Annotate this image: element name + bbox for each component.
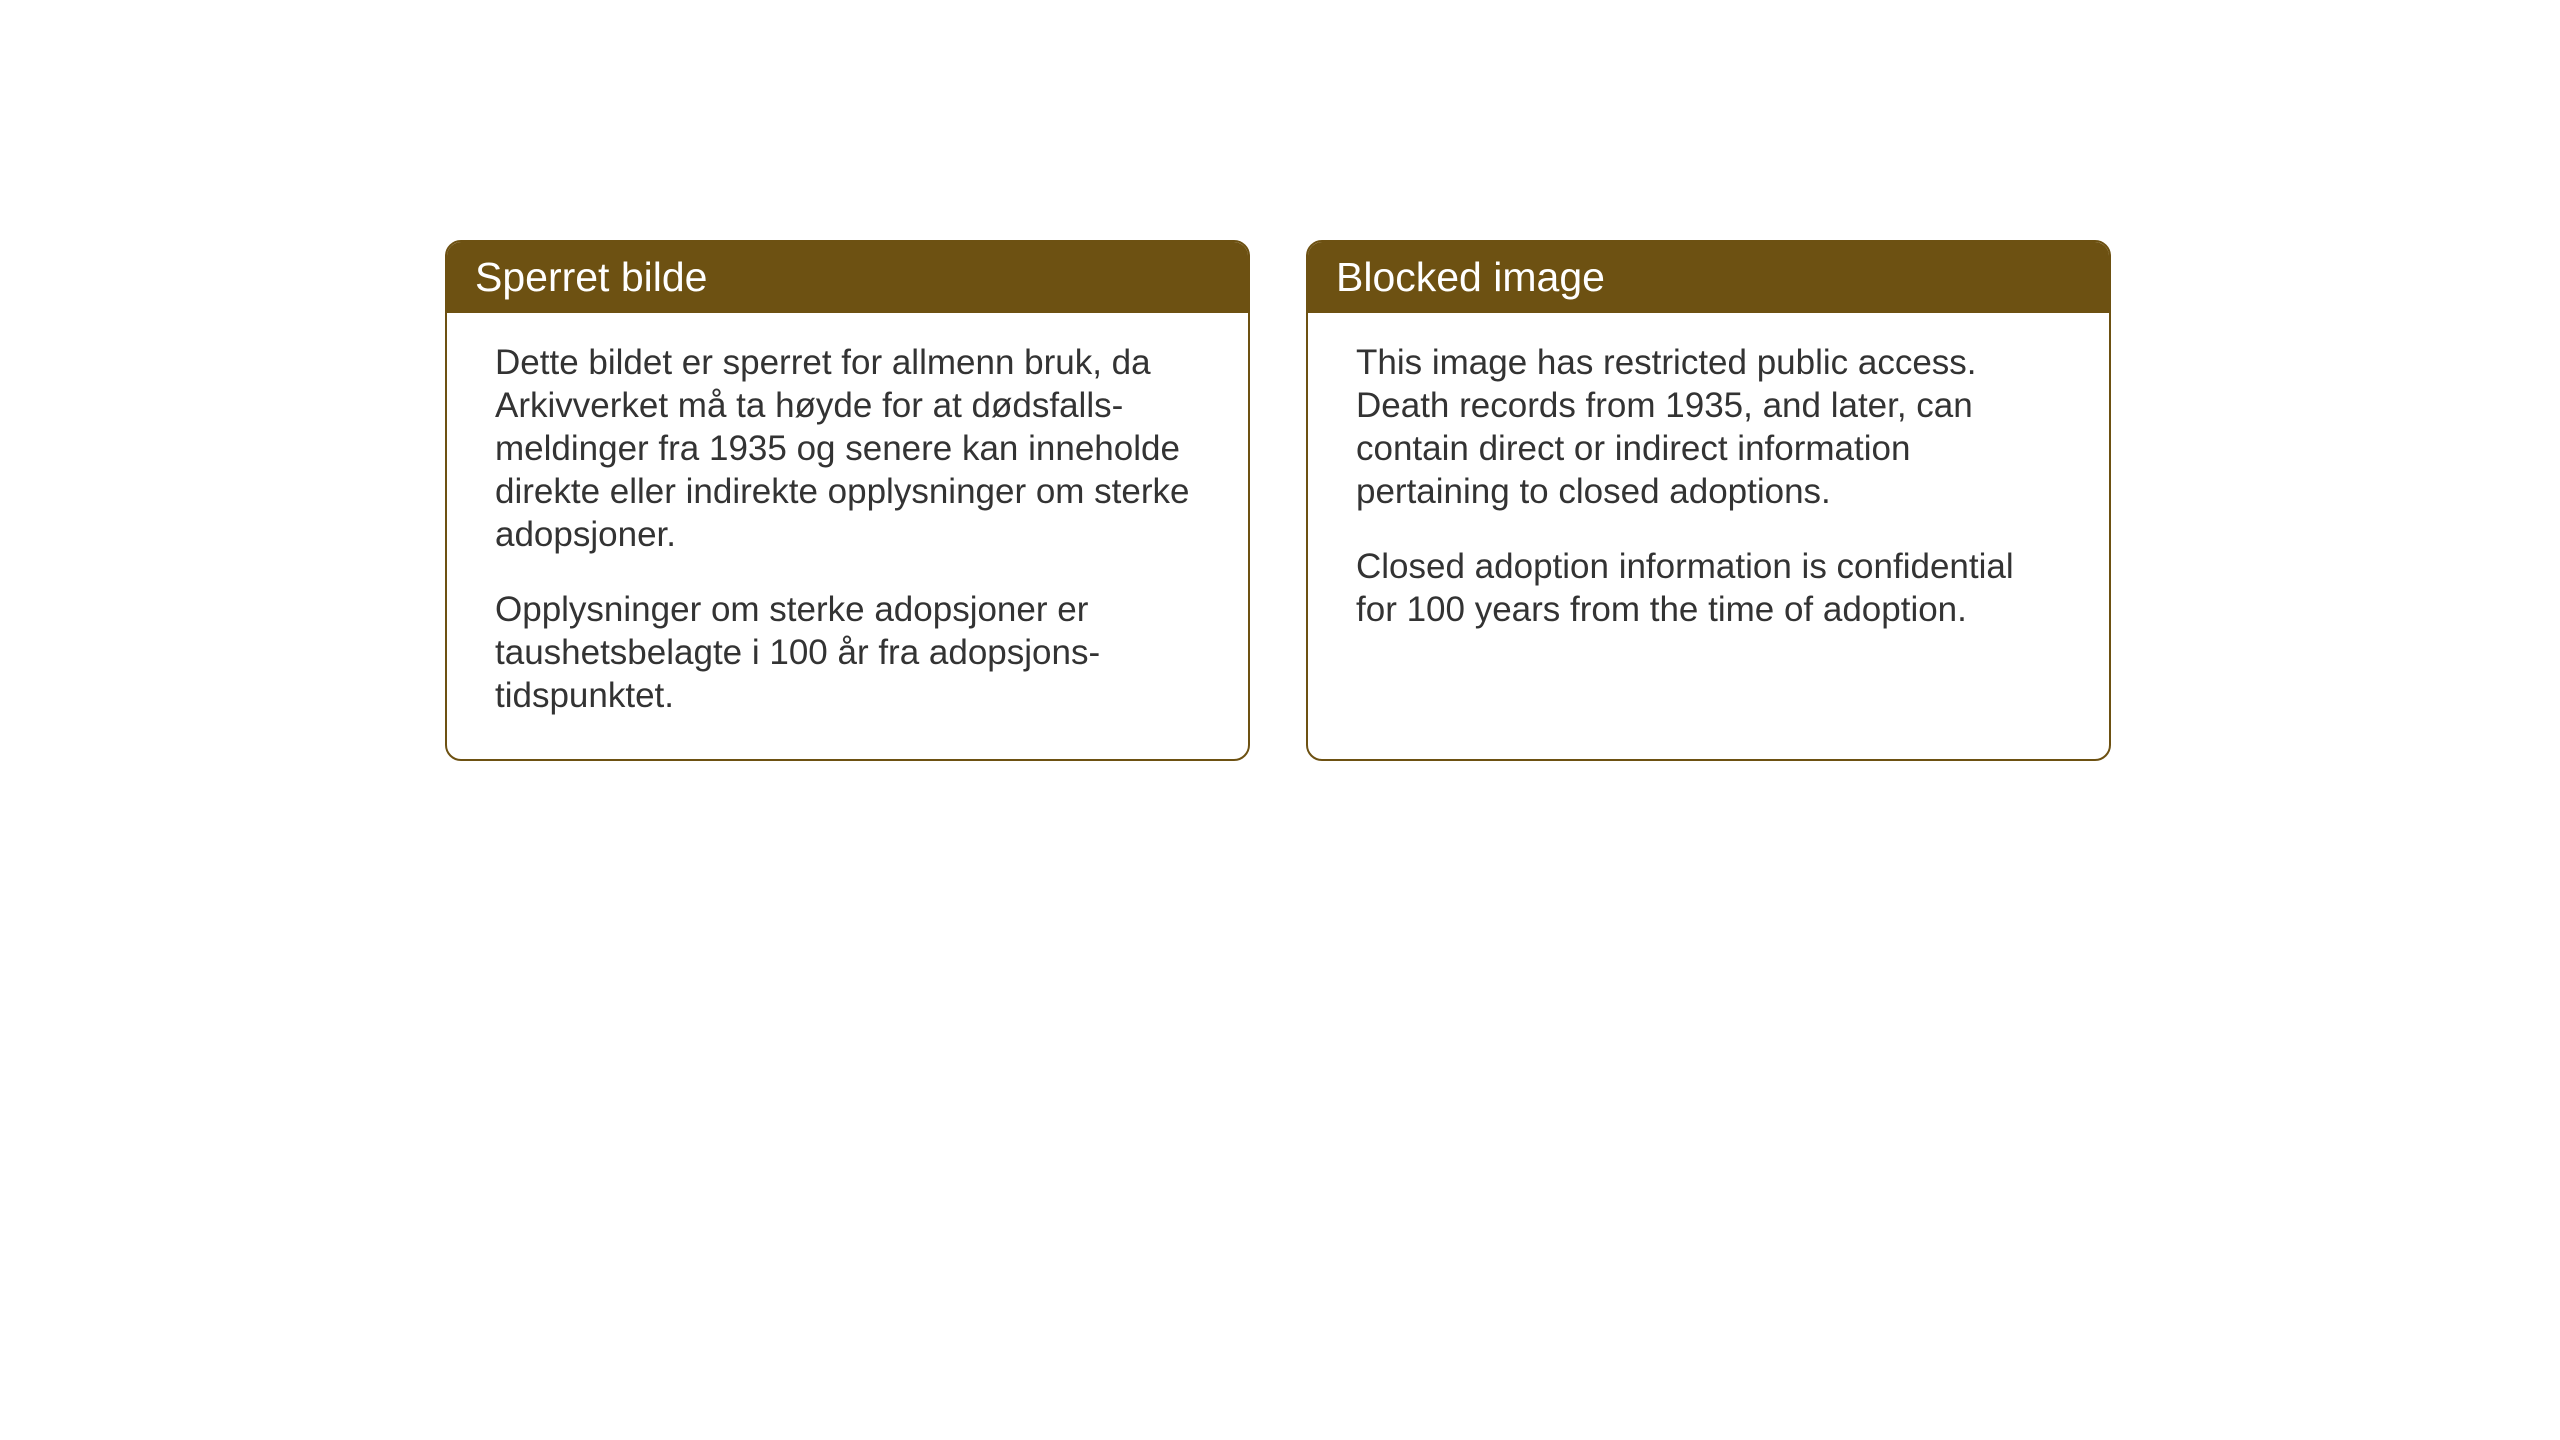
card-paragraph-1-english: This image has restricted public access.… [1356, 341, 2061, 513]
card-body-norwegian: Dette bildet er sperret for allmenn bruk… [447, 313, 1248, 759]
card-header-english: Blocked image [1308, 242, 2109, 313]
notice-card-english: Blocked image This image has restricted … [1306, 240, 2111, 761]
card-header-norwegian: Sperret bilde [447, 242, 1248, 313]
card-paragraph-2-norwegian: Opplysninger om sterke adopsjoner er tau… [495, 588, 1200, 717]
card-paragraph-1-norwegian: Dette bildet er sperret for allmenn bruk… [495, 341, 1200, 556]
notice-card-norwegian: Sperret bilde Dette bildet er sperret fo… [445, 240, 1250, 761]
card-body-english: This image has restricted public access.… [1308, 313, 2109, 673]
card-title-english: Blocked image [1336, 254, 1605, 300]
card-title-norwegian: Sperret bilde [475, 254, 707, 300]
notice-container: Sperret bilde Dette bildet er sperret fo… [445, 240, 2111, 761]
card-paragraph-2-english: Closed adoption information is confident… [1356, 545, 2061, 631]
